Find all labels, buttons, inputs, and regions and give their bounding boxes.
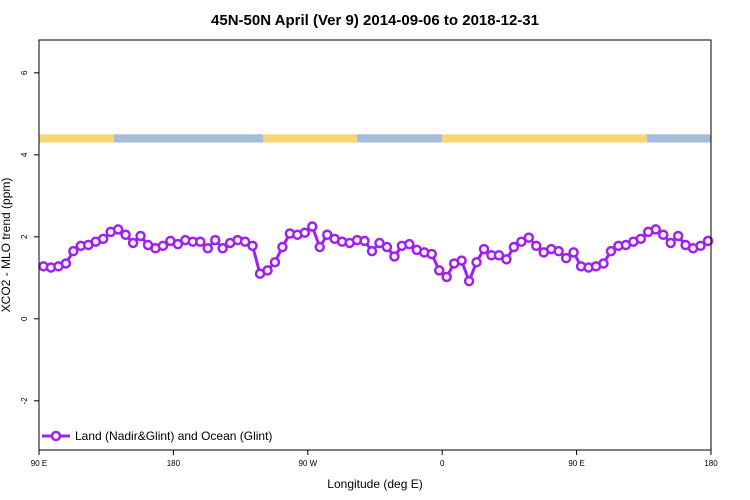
data-point (650, 224, 661, 235)
data-point (523, 232, 535, 243)
data-point (568, 247, 579, 258)
x-axis-label: Longitude (deg E) (327, 477, 422, 491)
data-point (127, 237, 139, 249)
data-point (299, 227, 311, 238)
y-tick-label: 4 (20, 152, 29, 157)
data-point (120, 229, 131, 240)
data-point (657, 229, 669, 240)
x-axis: 90 E 180 90 W 0 90 E 180 (31, 450, 718, 468)
data-point (97, 233, 109, 245)
data-point (605, 245, 617, 257)
strip-segment-land (442, 134, 647, 143)
data-point (195, 236, 206, 247)
strip-segment-land (263, 134, 358, 143)
data-point (172, 238, 184, 250)
data-point (433, 265, 445, 276)
plot-frame (38, 39, 712, 451)
land-ocean-strip (39, 134, 711, 143)
data-point (463, 275, 475, 287)
y-tick-label: 6 (20, 70, 29, 75)
data-point (560, 252, 572, 264)
x-tick-label: 0 (440, 459, 445, 468)
legend: Land (Nadir&Glint) and Ocean (Glint) (42, 429, 272, 443)
data-point (112, 224, 124, 235)
data-point (202, 243, 213, 254)
data-point (501, 254, 512, 265)
data-point (695, 240, 706, 252)
data-point (239, 236, 251, 247)
data-point (516, 236, 527, 247)
data-point (598, 258, 609, 269)
data-point (478, 243, 490, 255)
y-axis-label: XCO2 - MLO trend (ppm) (0, 178, 13, 313)
data-point (508, 241, 520, 253)
y-tick-label: -2 (20, 397, 29, 405)
data-point (531, 240, 542, 252)
data-point (209, 234, 221, 246)
strip-segment-land (39, 134, 114, 143)
data-point (217, 243, 228, 254)
data-point (157, 240, 169, 252)
data-point (247, 240, 258, 252)
data-point (665, 237, 676, 249)
x-tick-label: 180 (704, 459, 718, 468)
data-point (441, 271, 452, 283)
y-tick-label: 2 (20, 234, 29, 239)
data-point (456, 255, 467, 266)
x-tick-label: 180 (167, 459, 181, 468)
data-point (314, 241, 325, 253)
x-tick-label: 90 E (31, 459, 47, 468)
data-point (471, 256, 482, 268)
data-point (672, 230, 684, 242)
x-tick-label: 90 W (298, 459, 317, 468)
data-point (277, 241, 288, 253)
data-point (307, 221, 318, 232)
data-point (426, 248, 437, 260)
strip-segment-ocean (113, 134, 264, 143)
x-tick-label: 90 E (568, 459, 584, 468)
y-tick-label: 0 (20, 316, 29, 321)
strip-segment-ocean (646, 134, 711, 143)
data-point (366, 245, 378, 257)
legend-marker (50, 430, 62, 442)
series-markers (38, 221, 714, 287)
data-point (262, 265, 273, 276)
data-point (553, 245, 564, 257)
strip-segment-ocean (357, 134, 443, 143)
data-point (135, 230, 146, 242)
data-point (389, 251, 400, 262)
data-point (60, 258, 72, 269)
data-point (374, 237, 385, 249)
y-axis: -2 0 2 4 6 (20, 70, 39, 404)
legend-entry: Land (Nadir&Glint) and Ocean (Glint) (75, 429, 272, 443)
data-point (404, 238, 415, 250)
data-point (493, 250, 505, 261)
chart-title: 45N-50N April (Ver 9) 2014-09-06 to 2018… (211, 12, 539, 29)
data-point (702, 235, 714, 247)
data-point (635, 233, 647, 245)
data-point (269, 256, 281, 268)
data-point (68, 245, 79, 257)
data-point (381, 241, 393, 253)
data-point (321, 229, 333, 240)
data-point (359, 235, 370, 247)
